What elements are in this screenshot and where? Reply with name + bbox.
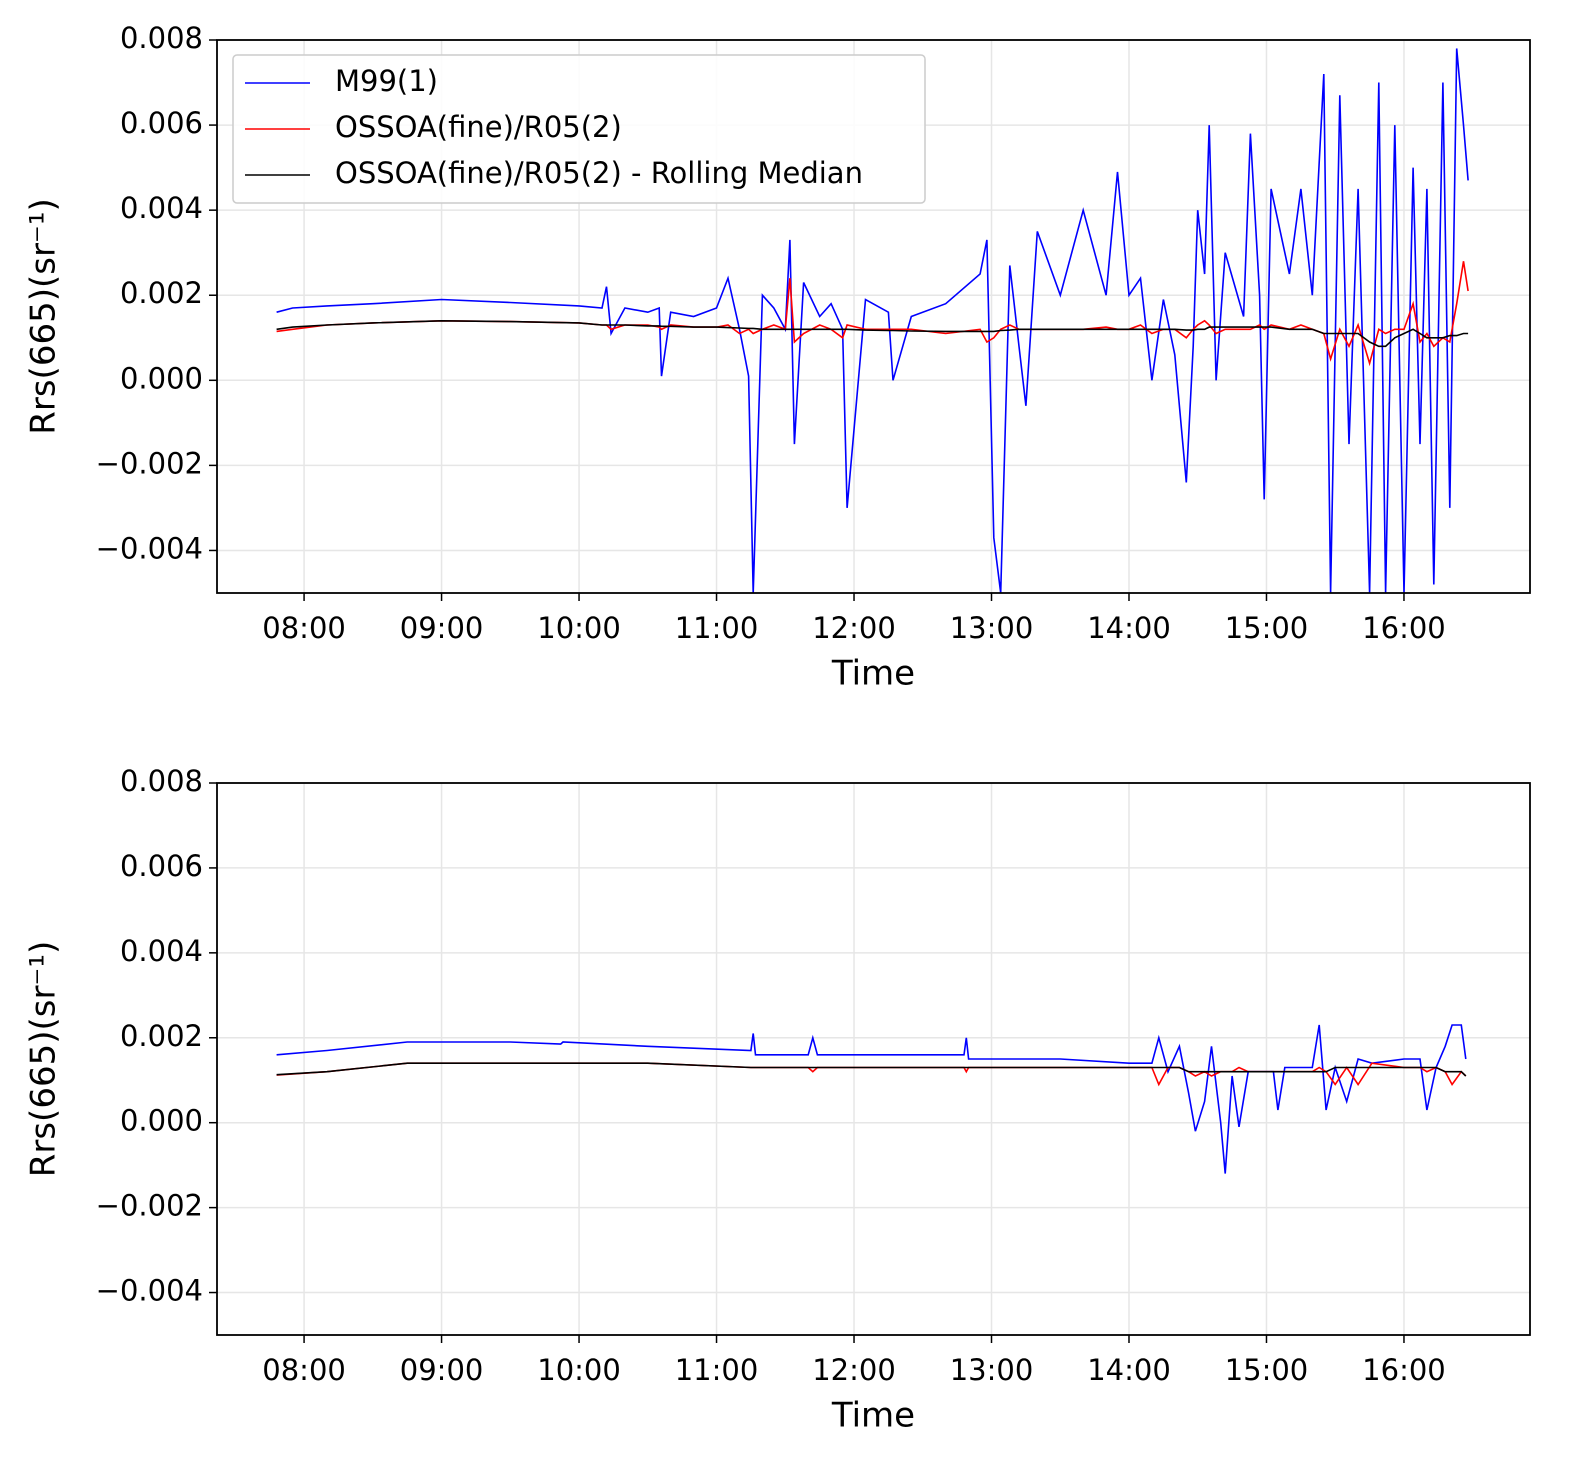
legend-label: OSSOA(fine)/R05(2) - Rolling Median <box>335 156 863 190</box>
y-tick-label: 0.002 <box>120 276 203 310</box>
y-tick-label: −0.002 <box>96 446 203 480</box>
y-tick-label: 0.006 <box>120 849 203 883</box>
x-tick-label: 08:00 <box>262 1353 346 1387</box>
x-axis-label: Time <box>831 654 915 694</box>
x-tick-label: 08:00 <box>262 611 346 645</box>
y-axis-label: Rrs(665)(sr⁻¹) <box>24 198 64 435</box>
legend-label: OSSOA(fine)/R05(2) <box>335 110 622 144</box>
y-tick-label: 0.008 <box>120 21 203 55</box>
line-series <box>276 1024 1467 1174</box>
y-tick-label: 0.000 <box>120 361 203 395</box>
x-tick-label: 15:00 <box>1225 1353 1309 1387</box>
line-series <box>276 319 1469 348</box>
x-tick-label: 15:00 <box>1225 611 1309 645</box>
x-tick-label: 09:00 <box>400 611 484 645</box>
line-series <box>276 1062 1467 1087</box>
y-tick-label: −0.004 <box>96 531 203 565</box>
y-tick-label: −0.002 <box>96 1189 203 1223</box>
x-tick-label: 16:00 <box>1362 1353 1446 1387</box>
legend-box <box>232 54 926 204</box>
y-tick-label: 0.004 <box>120 191 203 225</box>
y-tick-label: 0.000 <box>120 1104 203 1138</box>
x-tick-label: 10:00 <box>537 611 621 645</box>
x-tick-label: 11:00 <box>675 611 759 645</box>
legend-label: M99(1) <box>335 64 438 98</box>
y-tick-label: 0.008 <box>120 764 203 798</box>
plot-frame <box>216 39 1531 594</box>
y-tick-label: 0.002 <box>120 1019 203 1053</box>
plot-frame <box>216 782 1531 1336</box>
x-tick-label: 12:00 <box>812 611 896 645</box>
legend: M99(1) OSSOA(fine)/R05(2) OSSOA(fine)/R05(… <box>232 54 926 204</box>
line-series <box>276 48 1469 593</box>
line-series <box>276 261 1469 367</box>
subplot: −0.004 −0.002 0.000 0.002 0.004 0.006 0.008 08:… <box>24 764 1531 1436</box>
y-tick-label: −0.004 <box>96 1274 203 1308</box>
x-tick-label: 16:00 <box>1362 611 1446 645</box>
x-tick-label: 09:00 <box>400 1353 484 1387</box>
x-tick-label: 13:00 <box>950 1353 1034 1387</box>
line-series <box>276 1062 1467 1077</box>
x-tick-label: 14:00 <box>1087 1353 1171 1387</box>
x-tick-label: 11:00 <box>675 1353 759 1387</box>
subplot: −0.004 −0.002 0.000 0.002 0.004 0.006 0.008 08:… <box>24 21 1531 694</box>
x-tick-label: 14:00 <box>1087 611 1171 645</box>
x-tick-label: 12:00 <box>812 1353 896 1387</box>
x-tick-label: 10:00 <box>537 1353 621 1387</box>
y-axis-label: Rrs(665)(sr⁻¹) <box>24 941 64 1178</box>
x-tick-label: 13:00 <box>950 611 1034 645</box>
y-tick-label: 0.004 <box>120 934 203 968</box>
y-tick-label: 0.006 <box>120 106 203 140</box>
x-axis-label: Time <box>831 1396 915 1436</box>
